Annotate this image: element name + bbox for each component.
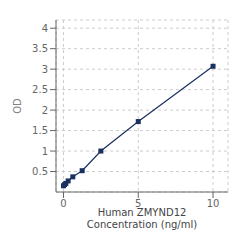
- svg-text:0: 0: [60, 198, 66, 209]
- svg-text:1.5: 1.5: [32, 125, 48, 136]
- svg-text:0.5: 0.5: [32, 166, 48, 177]
- svg-text:10: 10: [207, 198, 220, 209]
- svg-text:OD: OD: [12, 98, 23, 114]
- svg-text:1: 1: [42, 146, 48, 157]
- svg-text:2: 2: [42, 105, 48, 116]
- svg-text:3: 3: [42, 64, 48, 75]
- svg-text:4: 4: [42, 23, 48, 34]
- svg-text:3.5: 3.5: [32, 43, 48, 54]
- svg-text:Human ZMYND12Concentration (ng: Human ZMYND12Concentration (ng/ml): [87, 207, 197, 230]
- svg-text:5: 5: [135, 198, 141, 209]
- svg-text:2.5: 2.5: [32, 84, 48, 95]
